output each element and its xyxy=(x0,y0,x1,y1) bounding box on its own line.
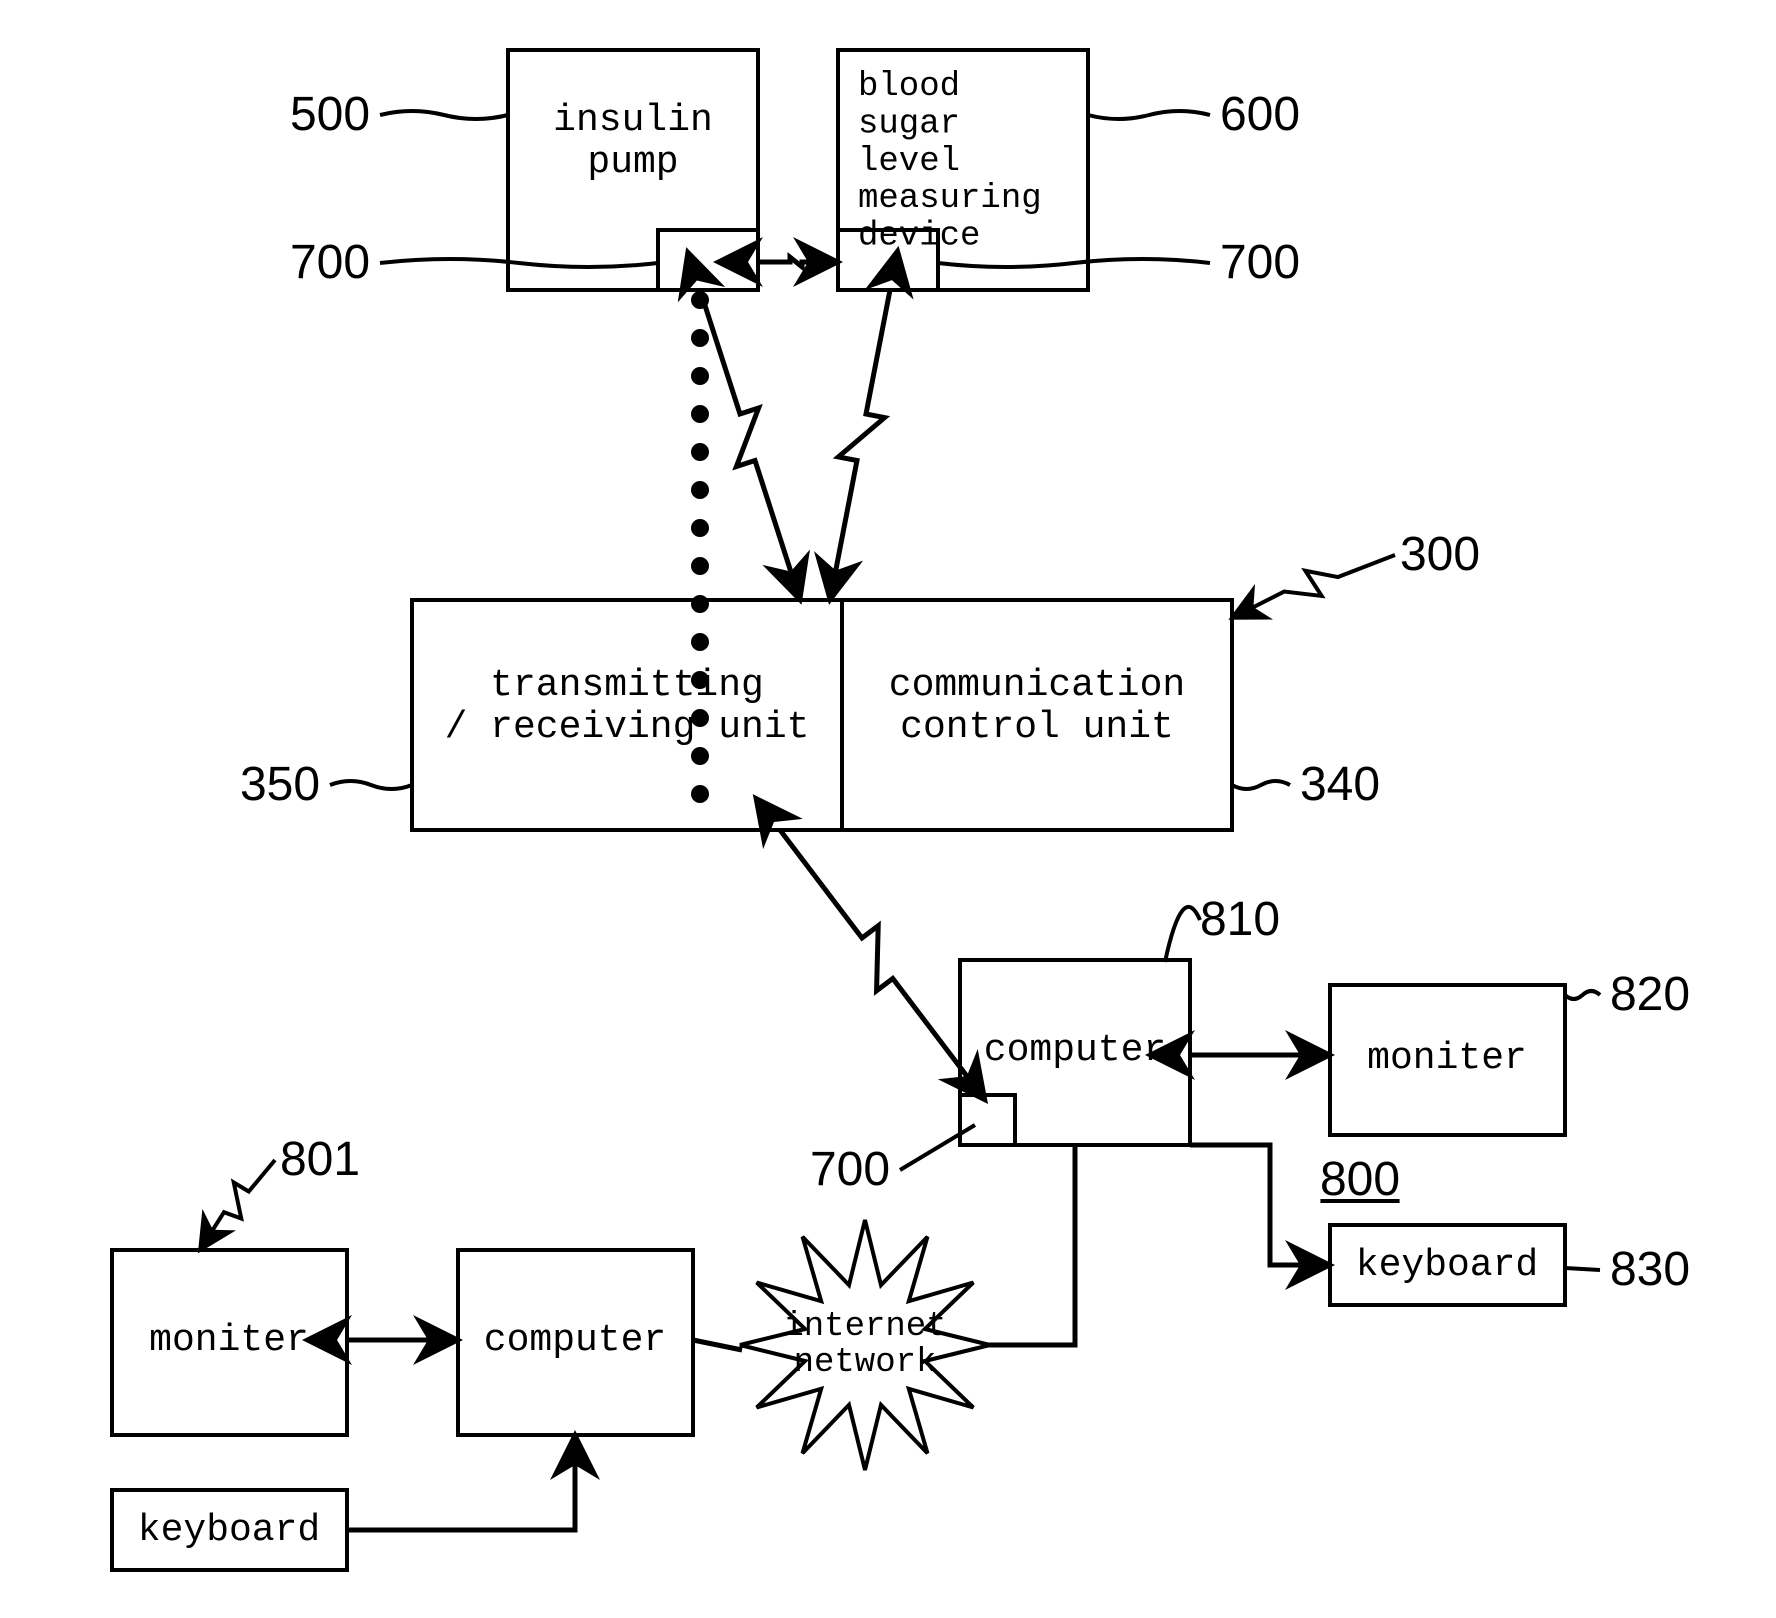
label-internet: internetnetwork xyxy=(783,1308,946,1382)
dotted-dot xyxy=(691,747,709,765)
label-ccu: communicationcontrol unit xyxy=(889,664,1185,749)
ref-leader-600 xyxy=(1088,111,1210,119)
dotted-dot xyxy=(691,557,709,575)
dotted-dot xyxy=(691,481,709,499)
ref-800: 800 xyxy=(1320,1153,1400,1206)
ref-700b: 700 xyxy=(1220,236,1300,289)
ref-leader-830 xyxy=(1565,1268,1600,1270)
ref-801: 801 xyxy=(280,1133,360,1186)
ref-300: 300 xyxy=(1400,528,1480,581)
arrow-6 xyxy=(347,1435,575,1530)
dotted-dot xyxy=(691,633,709,651)
dotted-dot xyxy=(691,405,709,423)
ref-820: 820 xyxy=(1610,968,1690,1021)
label-keyboard_l: keyboard xyxy=(138,1509,320,1552)
label-computer_l: computer xyxy=(484,1319,666,1362)
label-trx: transmitting/ receiving unit xyxy=(445,664,810,749)
ref-leader-340 xyxy=(1232,781,1290,789)
ref-700c: 700 xyxy=(810,1143,890,1196)
ref-leader-700c xyxy=(900,1125,975,1170)
ref-leader-700b xyxy=(938,259,1210,267)
label-monitor_l: moniter xyxy=(149,1319,309,1362)
ref-leader-350 xyxy=(330,781,412,789)
ref-810: 810 xyxy=(1200,893,1280,946)
label-keyboard_r: keyboard xyxy=(1356,1244,1538,1287)
ref-830: 830 xyxy=(1610,1243,1690,1296)
dotted-dot xyxy=(691,519,709,537)
ref-500: 500 xyxy=(290,88,370,141)
ref-leader-300 xyxy=(1232,555,1395,618)
label-insulin_pump: insulinpump xyxy=(553,99,713,184)
dotted-dot xyxy=(691,367,709,385)
ref-leader-500 xyxy=(380,111,508,119)
label-monitor_r: moniter xyxy=(1367,1037,1527,1080)
ref-leader-801 xyxy=(200,1160,275,1250)
ref-leader-700a xyxy=(380,259,658,267)
dotted-dot xyxy=(691,443,709,461)
arrow-1 xyxy=(700,290,800,600)
dotted-dot xyxy=(691,671,709,689)
arrow-0 xyxy=(758,257,838,267)
box-computer_r_sub xyxy=(960,1095,1015,1145)
label-computer_r: computer xyxy=(984,1029,1166,1072)
arrow-3 xyxy=(780,830,985,1100)
dotted-dot xyxy=(691,329,709,347)
ref-340: 340 xyxy=(1300,758,1380,811)
connector-8 xyxy=(693,1340,742,1350)
ref-350: 350 xyxy=(240,758,320,811)
arrow-2 xyxy=(830,290,890,600)
label-blood_sugar: bloodsugarlevelmeasuringdevice xyxy=(858,68,1042,256)
dotted-dot xyxy=(691,595,709,613)
ref-leader-810 xyxy=(1165,907,1200,962)
box-insulin_sub xyxy=(658,230,758,290)
ref-600: 600 xyxy=(1220,88,1300,141)
dotted-dot xyxy=(691,785,709,803)
dotted-dot xyxy=(691,709,709,727)
ref-700a: 700 xyxy=(290,236,370,289)
connector-9 xyxy=(985,1145,1075,1345)
arrow-7 xyxy=(1190,1145,1330,1265)
ref-leader-820 xyxy=(1565,991,1600,999)
